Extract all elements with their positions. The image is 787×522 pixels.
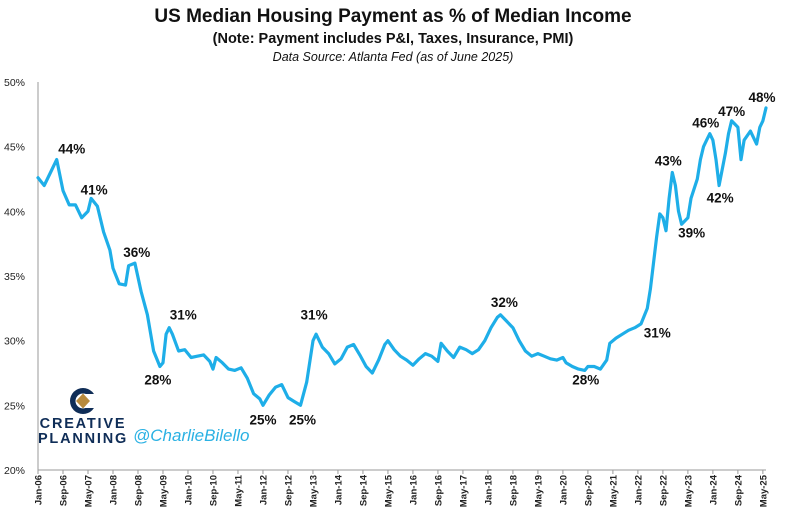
x-tick-label: Sep-18 [508,475,519,506]
x-tick-label: Sep-12 [283,475,294,506]
data-label: 44% [58,142,85,157]
x-tick-label: Sep-24 [733,474,744,506]
x-tick-label: May-19 [533,475,544,507]
x-tick-label: Jan-16 [408,475,419,505]
logo-line2: PLANNING [38,431,128,447]
chart-subtitle: (Note: Payment includes P&I, Taxes, Insu… [213,31,574,47]
x-tick-label: Jan-20 [558,475,569,505]
x-tick-label: May-25 [758,474,769,507]
x-tick-label: May-21 [608,474,619,507]
creative-planning-logo: CREATIVE PLANNING [38,388,128,447]
y-tick-label: 40% [4,206,25,218]
x-tick-label: Sep-22 [658,475,669,506]
x-tick-label: May-17 [458,475,469,507]
x-tick-label: Sep-10 [208,475,219,506]
data-label: 42% [707,190,734,205]
data-label: 31% [644,326,671,341]
x-tick-label: Sep-20 [583,475,594,506]
data-label: 31% [301,308,328,323]
x-axis: Jan-06 Sep-06 May-07 Jan-08 Sep-08 May-09 Jan-… [34,469,769,507]
data-label: 25% [289,412,316,427]
data-label: 46% [692,116,719,131]
x-tick-label: Sep-16 [433,475,444,506]
data-label: 48% [748,90,775,105]
series-group [36,106,768,407]
logo-line1: CREATIVE [40,416,127,432]
x-tick-label: Jan-14 [333,474,344,505]
x-tick-label: May-07 [83,475,94,507]
data-label: 25% [249,412,276,427]
y-tick-label: 25% [4,400,25,412]
x-tick-label: Jan-06 [34,475,45,505]
series-line [36,106,768,407]
y-tick-label: 35% [4,271,25,283]
x-tick-label: Sep-06 [58,475,69,506]
data-label: 47% [718,104,745,119]
x-tick-label: Sep-14 [358,474,369,506]
x-tick-label: Jan-24 [708,474,719,505]
x-tick-label: Jan-08 [108,475,119,505]
y-tick-label: 20% [4,465,25,477]
data-label: 43% [655,154,682,169]
data-label: 41% [81,182,108,197]
x-tick-label: May-13 [308,475,319,507]
twitter-handle: @CharlieBilello [133,426,249,445]
x-tick-label: May-09 [158,475,169,507]
logo-mark-icon [70,388,97,414]
data-label: 28% [572,373,599,388]
data-label: 31% [170,308,197,323]
x-tick-label: May-15 [383,474,394,507]
x-tick-label: May-11 [233,474,244,506]
y-tick-label: 50% [4,77,25,89]
data-label: 39% [678,225,705,240]
x-tick-label: Jan-12 [258,475,269,505]
y-tick-label: 30% [4,336,25,348]
x-tick-label: Jan-10 [183,475,194,505]
data-labels: 44% 41% 36% 31% 28% 25% 25% 31% 32% 28% 31% 43% 39% 4… [58,90,775,427]
x-tick-label: Sep-08 [133,475,144,506]
data-label: 36% [123,245,150,260]
data-label: 28% [144,373,171,388]
x-tick-label: May-23 [683,475,694,507]
x-tick-label: Jan-22 [633,475,644,505]
y-axis: 20% 25% 30% 35% 40% 45% 50% [4,77,39,477]
chart-title: US Median Housing Payment as % of Median… [154,6,631,27]
data-label: 32% [491,295,518,310]
chart-source: Data Source: Atlanta Fed (as of June 202… [273,50,514,64]
x-tick-label: Jan-18 [483,475,494,505]
y-tick-label: 45% [4,142,25,154]
